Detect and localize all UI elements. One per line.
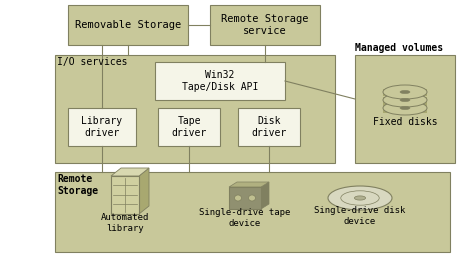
Bar (68, 5, 188, 45)
Bar (55, 55, 335, 163)
Text: Automated
library: Automated library (101, 213, 149, 233)
Text: Win32
Tape/Disk API: Win32 Tape/Disk API (182, 70, 258, 92)
Ellipse shape (383, 93, 427, 107)
Polygon shape (229, 182, 269, 187)
Ellipse shape (400, 98, 410, 102)
Text: Fixed disks: Fixed disks (373, 117, 437, 127)
Ellipse shape (235, 195, 241, 201)
Bar (229, 187, 261, 209)
Ellipse shape (383, 85, 427, 99)
Text: Library
driver: Library driver (81, 116, 123, 138)
Bar (155, 62, 285, 100)
Text: Single-drive tape
device: Single-drive tape device (199, 208, 291, 228)
Bar (383, 88, 427, 95)
Text: Tape
driver: Tape driver (171, 116, 207, 138)
Text: Remote
Storage: Remote Storage (57, 174, 98, 196)
Bar (238, 108, 300, 146)
Bar (383, 96, 427, 104)
Ellipse shape (354, 196, 366, 200)
Text: Managed volumes: Managed volumes (355, 43, 443, 53)
Text: Disk
driver: Disk driver (252, 116, 286, 138)
Bar (383, 104, 427, 112)
Bar (68, 108, 136, 146)
Polygon shape (261, 182, 269, 209)
Bar (158, 108, 220, 146)
Bar (111, 176, 139, 214)
Ellipse shape (400, 90, 410, 94)
Text: Single-drive disk
device: Single-drive disk device (314, 206, 406, 226)
Ellipse shape (383, 101, 427, 115)
Text: I/O services: I/O services (57, 57, 128, 67)
Ellipse shape (328, 186, 392, 210)
Bar (55, 172, 450, 252)
Polygon shape (111, 168, 149, 176)
Text: Removable Storage: Removable Storage (75, 20, 181, 30)
Ellipse shape (341, 191, 379, 205)
Text: Remote Storage
service: Remote Storage service (221, 14, 309, 36)
Ellipse shape (400, 107, 410, 110)
Bar (355, 55, 455, 163)
Polygon shape (139, 168, 149, 214)
Ellipse shape (248, 195, 256, 201)
Bar (210, 5, 320, 45)
